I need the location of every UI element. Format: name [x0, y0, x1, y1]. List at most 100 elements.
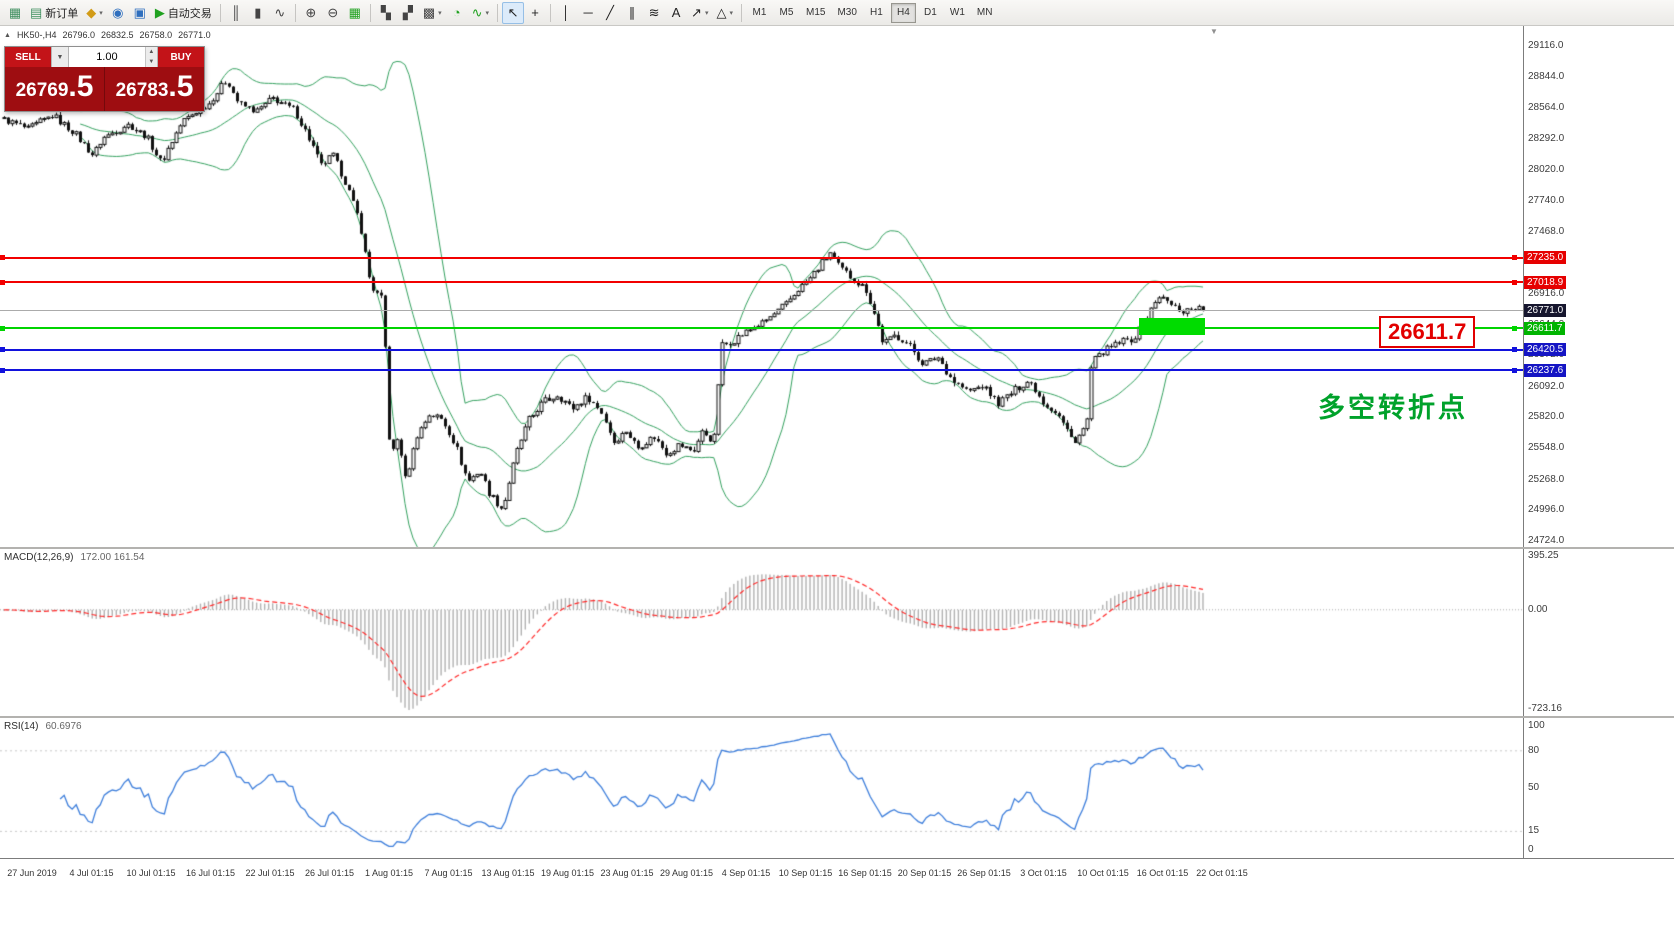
time-axis-label: 16 Oct 01:15 — [1136, 868, 1189, 878]
timeframe-m1-button[interactable]: M1 — [752, 7, 767, 18]
turning-point-label[interactable]: 多空转折点 — [1318, 393, 1468, 423]
trendline-button[interactable]: ╱ — [599, 2, 621, 24]
indicators-button[interactable]: ∿ ▾ — [468, 2, 493, 24]
price-axis-tick: 28844.0 — [1528, 70, 1565, 82]
time-axis-label: 22 Jul 01:15 — [245, 868, 295, 878]
trade-options-dropdown[interactable]: ▼ — [51, 47, 69, 67]
new-order-button[interactable]: ▤ 新订单 — [26, 2, 82, 24]
pivot-line-26611-handle[interactable] — [1512, 325, 1517, 331]
zoom-out-button[interactable]: ⊖ — [322, 2, 344, 24]
chevron-down-icon: ▾ — [485, 9, 490, 17]
price-axis-tick: 26092.0 — [1528, 380, 1565, 392]
price-callout[interactable]: 26611.7 — [1379, 316, 1476, 348]
tile-windows-button[interactable]: ▚ — [375, 2, 397, 24]
data-window-button[interactable]: ▣ — [129, 2, 151, 24]
new-chart-button[interactable]: ▦ — [4, 2, 26, 24]
support-line-26420-handle[interactable] — [1512, 347, 1517, 353]
time-axis-label: 4 Jul 01:15 — [69, 868, 114, 878]
resistance-line-27235[interactable] — [0, 256, 1523, 259]
timeframe-m15-button[interactable]: M15 — [805, 7, 826, 18]
rsi-pane: RSI(14) 60.6976 100 80 50 15 0 — [0, 718, 1674, 858]
resistance-line-27235-handle[interactable] — [0, 255, 5, 261]
quote-high: 26832.5 — [101, 30, 134, 40]
text-label-button[interactable]: A — [665, 2, 687, 24]
support-line-26237-handle[interactable] — [1512, 367, 1517, 373]
sell-button[interactable]: SELL — [5, 47, 51, 67]
pivot-line-26611[interactable] — [0, 327, 1523, 330]
timeframe-h1-button[interactable]: H1 — [869, 7, 883, 18]
equidistant-channel-button[interactable]: ∥ — [621, 2, 643, 24]
chart-bars-button[interactable]: ║ — [225, 2, 247, 24]
auto-arrange-icon: ▞ — [402, 5, 413, 20]
rsi-canvas[interactable] — [0, 718, 1523, 858]
market-watch-button[interactable]: ◉ — [107, 2, 129, 24]
time-axis-label: 19 Aug 01:15 — [540, 868, 595, 878]
cursor-icon: ↖ — [507, 5, 519, 20]
objects-list-button[interactable]: ▩ ▾ — [419, 2, 446, 24]
buy-button[interactable]: BUY — [158, 47, 204, 67]
timeframe-m5-button[interactable]: M5 — [779, 7, 794, 18]
price-chart-canvas[interactable] — [0, 26, 1523, 547]
arrows-button[interactable]: ↗ ▾ — [687, 2, 712, 24]
timeframe-w1-button[interactable]: W1 — [949, 7, 965, 18]
time-axis[interactable]: 27 Jun 2019 4 Jul 01:15 10 Jul 01:15 16 Jul… — [0, 858, 1674, 890]
price-axis[interactable]: 29116.0 28844.0 28564.0 28292.0 28020.0 27740… — [1523, 26, 1674, 547]
support-line-26237-handle[interactable] — [0, 367, 5, 373]
price-chart-pane: ▼ ▲ HK50-,H4 26796.0 26832.5 26758.0 267… — [0, 26, 1674, 547]
resistance-line-27018[interactable] — [0, 281, 1523, 284]
zoom-in-button[interactable]: ⊕ — [300, 2, 322, 24]
horizontal-line-button[interactable]: ─ — [577, 2, 599, 24]
timeframe-d1-button[interactable]: D1 — [923, 7, 937, 18]
resistance-line-27235-badge: 27235.0 — [1524, 251, 1567, 265]
time-axis-label: 26 Sep 01:15 — [957, 868, 1011, 878]
history-center-button[interactable]: ◔ — [446, 2, 468, 24]
highlight-rect[interactable] — [1138, 318, 1205, 335]
strategy-tester-button[interactable]: ▦ — [344, 2, 366, 24]
fibonacci-icon: ≋ — [648, 5, 660, 20]
macd-canvas[interactable] — [0, 549, 1523, 716]
buy-price-display[interactable]: 26783 .5 — [105, 67, 204, 111]
support-line-26237-badge: 26237.6 — [1524, 363, 1567, 377]
shapes-icon: △ — [716, 5, 727, 20]
vertical-line-icon: │ — [561, 5, 571, 20]
price-axis-tick: 24724.0 — [1528, 535, 1565, 546]
sell-price-display[interactable]: 26769 .5 — [5, 67, 105, 111]
pane-splitter[interactable] — [0, 547, 1674, 549]
timeframe-m30-button[interactable]: M30 — [837, 7, 857, 18]
equidistant-channel-icon: ∥ — [628, 5, 636, 20]
time-axis-label: 29 Aug 01:15 — [659, 868, 714, 878]
volume-input[interactable] — [69, 47, 145, 67]
time-axis-label: 23 Aug 01:15 — [600, 868, 654, 878]
volume-down-icon[interactable]: ▼ — [145, 57, 157, 67]
vertical-line-button[interactable]: │ — [555, 2, 577, 24]
shapes-button[interactable]: △ ▾ — [712, 2, 737, 24]
crosshair-icon: + — [531, 5, 539, 20]
algo-trading-button[interactable]: ▶ 自动交易 — [151, 2, 216, 24]
macd-values: 172.00 161.54 — [80, 552, 145, 563]
chart-line-button[interactable]: ∿ — [269, 2, 291, 24]
resistance-line-27235-handle[interactable] — [1512, 255, 1517, 261]
timeframe-mn-button[interactable]: MN — [976, 7, 993, 18]
timeframe-h4-button[interactable]: H4 — [890, 2, 916, 23]
rsi-value: 60.6976 — [45, 721, 82, 732]
strategy-tester-icon: ▦ — [348, 5, 361, 20]
rsi-axis-tick: 0 — [1528, 844, 1534, 855]
crosshair-button[interactable]: + — [524, 2, 546, 24]
resistance-line-27018-handle[interactable] — [1512, 279, 1517, 285]
support-line-26420-handle[interactable] — [0, 347, 5, 353]
auto-arrange-button[interactable]: ▞ — [397, 2, 419, 24]
chart-candles-button[interactable]: ▮ — [247, 2, 269, 24]
time-axis-label: 26 Jul 01:15 — [304, 868, 355, 878]
volume-up-icon[interactable]: ▲ — [145, 47, 157, 57]
support-line-26237[interactable] — [0, 369, 1523, 372]
cursor-button[interactable]: ↖ — [502, 1, 525, 24]
fibonacci-button[interactable]: ≋ — [643, 2, 665, 24]
pane-splitter[interactable] — [0, 716, 1674, 718]
resistance-line-27018-handle[interactable] — [0, 279, 5, 285]
pivot-line-26611-handle[interactable] — [0, 325, 5, 331]
support-line-26420[interactable] — [0, 348, 1523, 351]
chart-profiles-button[interactable]: ◆ ▾ — [82, 2, 107, 24]
horizontal-line-icon: ─ — [583, 5, 593, 20]
chart-scroll-marker[interactable]: ▼ — [1210, 27, 1218, 36]
support-line-26420-badge: 26420.5 — [1524, 343, 1567, 357]
